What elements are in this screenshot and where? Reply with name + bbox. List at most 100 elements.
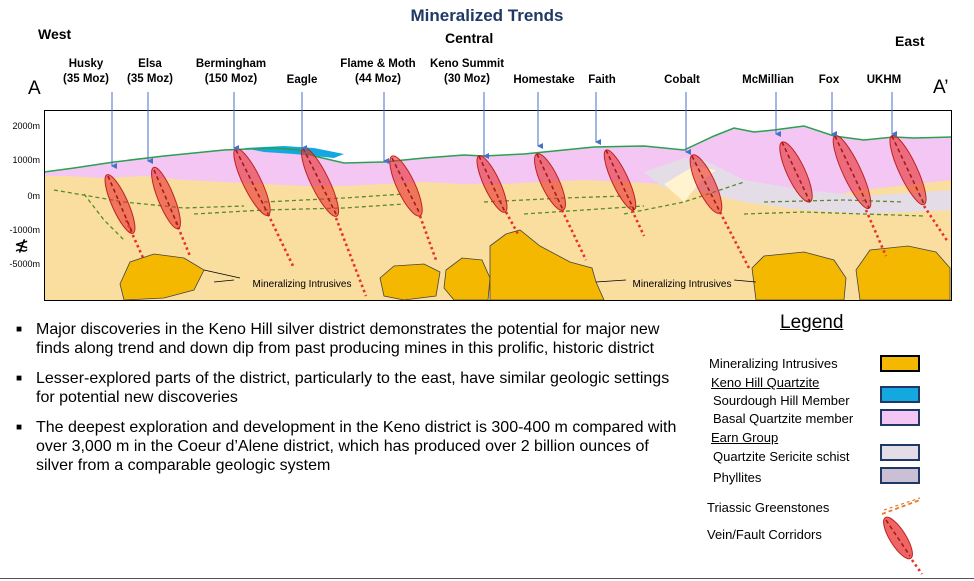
mine-size: (30 Moz) [444, 73, 490, 85]
mine-name: Eagle [286, 74, 318, 86]
legend-label-keno-hill-quartzite: Keno Hill Quartzite [711, 375, 820, 390]
mine-name: McMillian [742, 74, 794, 86]
leader-line [733, 279, 757, 283]
mine-label-fox: Fox [819, 73, 839, 88]
sourdough-hill-layer [244, 146, 344, 158]
section-start-label: A [28, 78, 41, 99]
mine-name: Bermingham [195, 58, 267, 70]
legend-label-earn-group: Earn Group [711, 430, 779, 445]
vein-centerline [536, 153, 564, 211]
legend-label-quartzite-sericite: Quartzite Sericite schist [713, 449, 850, 464]
legend-label-vein: Vein/Fault Corridors [707, 527, 822, 542]
mine-label-bermingham: Bermingham (150 Moz) [196, 57, 266, 87]
legend-label-triassic: Triassic Greenstones [707, 500, 830, 515]
intrusive-label-west: Mineralizing Intrusives [253, 279, 352, 290]
greenstone-line [83, 193, 125, 241]
vein-centerline [391, 157, 421, 215]
legend-label-sourdough: Sourdough Hill Member [713, 393, 850, 408]
greenstone-line [53, 189, 245, 209]
mine-size: (150 Moz) [204, 73, 258, 85]
vein-centerline [891, 135, 925, 205]
greenstone-line [263, 193, 405, 203]
mine-name: Flame & Moth [340, 58, 416, 70]
vein-centerline [834, 135, 870, 209]
vein-centerline [478, 155, 506, 213]
legend-swatch-intrusives [880, 355, 920, 372]
leader-line [595, 279, 627, 283]
elevation-tick: 2000m [12, 121, 40, 131]
bottom-rule [0, 578, 974, 579]
legend-title: Legend [780, 312, 844, 333]
cross-section-diagram: Mineralizing Intrusives Mineralizing Int… [44, 110, 952, 301]
bullet-list: ■ Major discoveries in the Keno Hill sil… [16, 320, 686, 486]
mine-name: Cobalt [664, 74, 700, 86]
legend-swatch-triassic [881, 497, 921, 515]
legend-swatch-sourdough [880, 386, 920, 403]
greenstone-line [193, 203, 405, 215]
bullet-marker: ■ [16, 422, 23, 433]
bullet-text: The deepest exploration and development … [36, 419, 677, 474]
bullet-marker: ■ [16, 324, 23, 335]
leader-line [213, 279, 235, 283]
vein-centerline [302, 147, 338, 217]
vein-centerline [107, 175, 133, 233]
vein-extension [922, 205, 950, 243]
vein-centerline [235, 149, 269, 215]
diagram-frame [44, 110, 952, 301]
intrusive-label-leaders [203, 269, 757, 283]
mine-name: Faith [588, 74, 616, 86]
mine-name: Fox [818, 74, 840, 86]
intrusive-body [443, 257, 491, 301]
mine-label-mcmillian: McMillian [742, 73, 794, 88]
mine-label-ukhm: UKHM [867, 73, 902, 88]
mine-label-flame-moth: Flame & Moth (44 Moz) [340, 57, 415, 87]
greenstone-line [743, 211, 925, 217]
mine-label-faith: Faith [588, 73, 615, 88]
mine-label-cobalt: Cobalt [664, 73, 700, 88]
vein-extension [266, 213, 296, 269]
legend-swatch-vein [883, 516, 924, 575]
intrusive-body [379, 263, 441, 301]
mine-pointer-arrows [111, 92, 897, 169]
mine-label-eagle: Eagle [287, 73, 318, 88]
legend-label-basal-quartzite: Basal Quartzite member [713, 411, 854, 426]
legend-swatch-phyllites [880, 467, 920, 484]
elevation-tick: -5000m [9, 259, 40, 269]
bullet-item: ■ Major discoveries in the Keno Hill sil… [16, 320, 686, 358]
bullet-text: Major discoveries in the Keno Hill silve… [36, 321, 660, 357]
diagram-title: Mineralized Trends [410, 6, 564, 25]
elevation-tick: 1000m [12, 155, 40, 165]
legend-label-phyllites: Phyllites [713, 470, 762, 485]
axis-break-symbol: ≴ [14, 235, 30, 255]
region-east-label: East [895, 33, 925, 49]
mine-name: Keno Summit [429, 58, 505, 70]
legend-swatch-basal-quartzite [880, 409, 920, 426]
mine-label-keno-summit: Keno Summit (30 Moz) [430, 57, 504, 87]
greenstone-line [763, 199, 905, 203]
mine-name: Husky [68, 58, 104, 70]
mine-name: Homestake [513, 74, 575, 86]
mine-label-husky: Husky (35 Moz) [63, 57, 109, 87]
legend-label-intrusives: Mineralizing Intrusives [709, 356, 838, 371]
legend-swatch-quartzite-sericite [880, 444, 920, 461]
region-central-label: Central [445, 30, 494, 46]
bullet-item: ■ The deepest exploration and developmen… [16, 418, 686, 475]
mine-label-elsa: Elsa (35 Moz) [127, 57, 173, 87]
bullet-text: Lesser-explored parts of the district, p… [36, 370, 670, 406]
region-west-label: West [38, 26, 72, 42]
elevation-tick: -1000m [9, 225, 40, 235]
mine-label-homestake: Homestake [513, 73, 574, 88]
leader-line [203, 269, 241, 279]
bullet-item: ■ Lesser-explored parts of the district,… [16, 369, 686, 407]
mine-size: (35 Moz) [63, 73, 109, 85]
bullet-marker: ■ [16, 373, 23, 384]
mineralizing-intrusives [119, 229, 951, 301]
topography-line [44, 125, 952, 173]
vein-centerline [691, 155, 721, 213]
vein-extension [504, 211, 520, 235]
intrusive-label-east: Mineralizing Intrusives [633, 279, 732, 290]
mine-name: Elsa [138, 58, 162, 70]
vein-extension [560, 209, 588, 261]
elevation-tick: 0m [27, 191, 40, 201]
quartzite-sericite-layer [644, 158, 952, 214]
